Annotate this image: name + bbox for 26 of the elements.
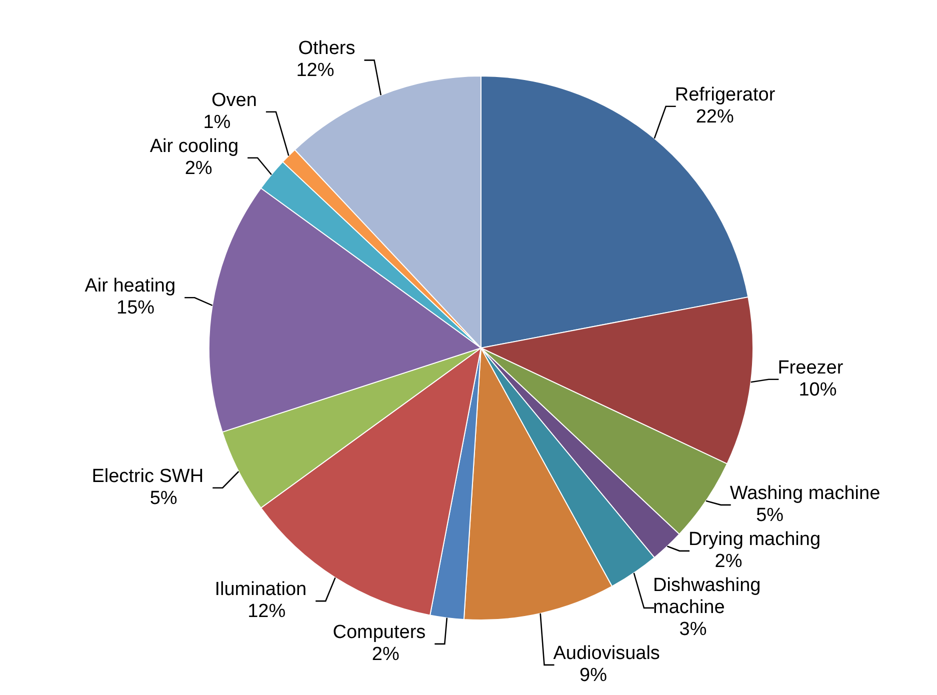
slice-label: Washing machine	[730, 482, 880, 504]
slice-label: Freezer	[778, 357, 844, 378]
slice-label: Audiovisuals	[553, 642, 660, 664]
slice-label: Oven	[212, 90, 257, 111]
data-label: 2%	[184, 158, 212, 179]
slice-label: Refrigerator	[674, 84, 776, 106]
slice-label: Dishwashing machine	[653, 574, 761, 618]
data-label: 1%	[203, 112, 231, 133]
data-label: 15%	[116, 298, 155, 319]
data-label: 12%	[248, 601, 286, 622]
slice-label: Electric SWH	[92, 466, 204, 487]
slice-label: Drying maching	[688, 528, 821, 550]
data-label: 3%	[679, 618, 707, 640]
slice-label: Others	[298, 38, 356, 60]
data-label: 10%	[798, 379, 837, 400]
slice-label: Computers	[332, 622, 426, 643]
data-label: 2%	[372, 644, 400, 665]
data-label: 5%	[150, 488, 178, 509]
slice-label: Ilumination	[214, 579, 307, 600]
data-label: 5%	[756, 504, 784, 526]
data-label: 2%	[714, 550, 742, 572]
slice-label: Air heating	[84, 276, 176, 297]
data-label: 12%	[296, 60, 334, 82]
slice-label: Air cooling	[150, 136, 239, 157]
data-label: 9%	[580, 664, 608, 686]
data-label: 22%	[696, 106, 734, 128]
